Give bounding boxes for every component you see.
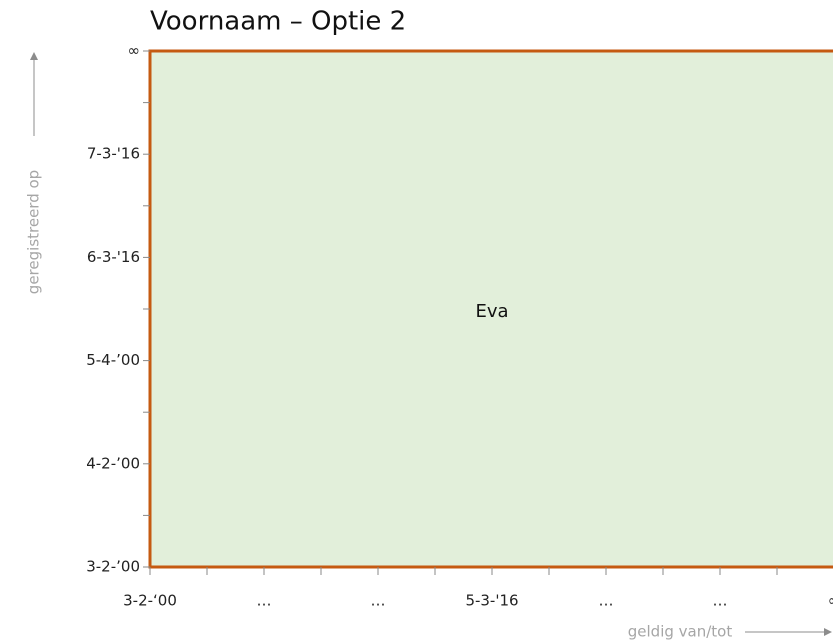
x-tick-label: 5-3-'16 <box>465 592 518 610</box>
x-tick-label: … <box>371 592 386 610</box>
x-tick-label: … <box>257 592 272 610</box>
y-axis-label: geregistreerd op <box>25 170 43 294</box>
ticks: ∞ 7-3-'16 6-3-'16 5-4-’00 4-2-’00 3-2-’00 3-2-… <box>86 42 833 610</box>
x-tick-label: … <box>599 592 614 610</box>
y-tick-label: 7-3-'16 <box>87 145 140 163</box>
x-tick-label: 3-2-‘00 <box>123 592 177 610</box>
title: Voornaam – Optie 2 <box>150 7 406 37</box>
y-tick-label: ∞ <box>128 42 141 60</box>
cell-label: Eva <box>475 301 508 322</box>
x-axis-label: geldig van/tot <box>628 623 733 641</box>
x-tick-label: … <box>713 592 728 610</box>
y-tick-label: 6-3-'16 <box>87 248 140 266</box>
x-tick-label: ∞ <box>828 592 833 610</box>
y-tick-label: 4-2-’00 <box>86 454 140 472</box>
validity-cell <box>148 49 833 569</box>
y-tick-label: 5-4-’00 <box>86 351 140 369</box>
y-tick-label: 3-2-’00 <box>86 558 140 576</box>
